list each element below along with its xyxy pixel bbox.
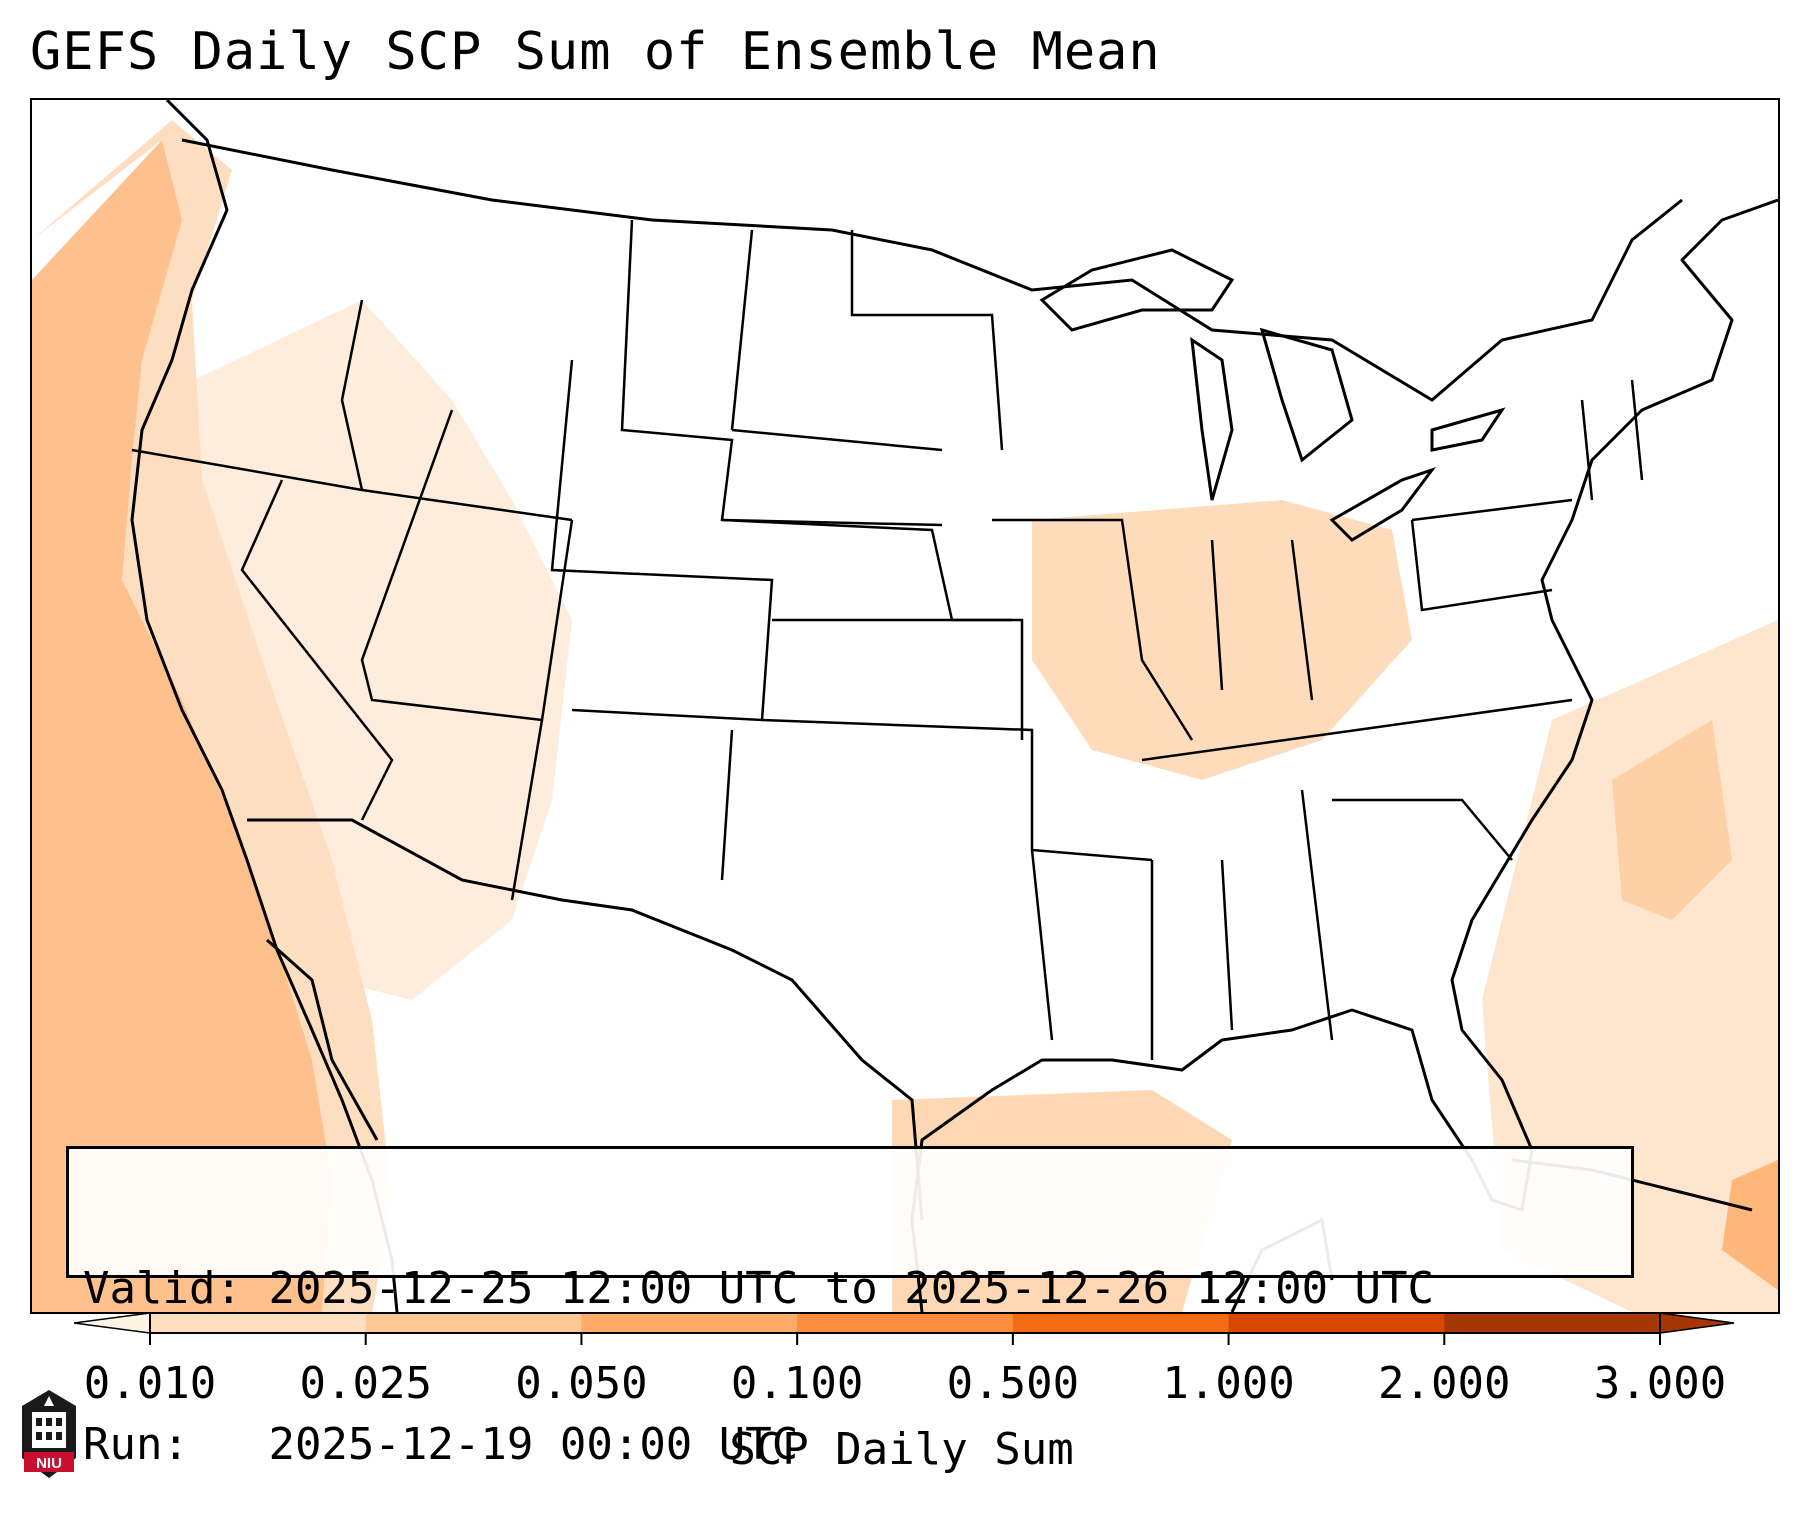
colorbar-outline: [149, 1312, 1661, 1334]
us-canada-border: [181, 138, 1683, 402]
colorbar-label: SCP Daily Sum: [729, 1424, 1074, 1475]
state-line-15: [1030, 849, 1054, 1041]
run-label: Run:: [83, 1419, 189, 1470]
colorbar-segment: [150, 1313, 367, 1333]
lake-erie: [1329, 467, 1437, 542]
state-line-26: [1580, 399, 1594, 501]
colorbar-segment: [581, 1313, 798, 1333]
colorbar-tick-label: 0.500: [946, 1358, 1080, 1409]
state-line-20: [1300, 789, 1334, 1041]
state-borders: [131, 219, 1644, 1060]
state-line-8: [730, 229, 754, 431]
state-line-14: [720, 729, 734, 881]
lake-superior: [1039, 248, 1235, 332]
colorbar-tick-label: 2.000: [1378, 1358, 1511, 1409]
colorbar-segment: [1228, 1313, 1445, 1333]
west-coast: [130, 100, 399, 1312]
map-canvas: [32, 100, 1778, 1312]
scp-field-midwest: [1032, 500, 1412, 780]
valid-label: Valid:: [83, 1263, 242, 1314]
colorbar-tick-label: 1.000: [1162, 1358, 1295, 1409]
state-line-2: [340, 299, 364, 491]
state-line-11: [721, 518, 943, 527]
state-line-5: [550, 359, 774, 722]
country-borders: [181, 138, 1683, 1221]
colorbar-segment: [797, 1313, 1014, 1333]
state-line-3: [240, 479, 394, 821]
lake-michigan: [1190, 336, 1234, 501]
colorbar: [74, 1312, 1735, 1345]
map-panel: [30, 98, 1780, 1314]
colorbar-high-extend: [1659, 1312, 1735, 1334]
state-line-10: [731, 428, 943, 452]
great-lakes: [1039, 248, 1506, 542]
colorbar-tick-label: 0.100: [730, 1358, 864, 1409]
scp-field-pacific: [32, 140, 332, 1312]
state-line-17: [1141, 698, 1573, 762]
colorbar-low-extend: [74, 1312, 151, 1334]
colorbar-tick-label: 3.000: [1593, 1358, 1727, 1409]
state-line-27: [1630, 379, 1644, 481]
state-line-4: [360, 409, 574, 722]
state-line-7: [620, 219, 1024, 740]
gulf-coast: [910, 198, 1778, 1312]
state-line-24: [1411, 498, 1573, 522]
state-line-9: [850, 230, 1004, 451]
state-line-13: [761, 718, 1153, 862]
scp-field-caribbean: [1722, 1160, 1778, 1290]
map-title: GEFS Daily SCP Sum of Ensemble Mean: [30, 22, 1161, 82]
run-value: 2025-12-19 00:00 UTC: [268, 1419, 799, 1470]
colorbar-tick-label: 0.050: [515, 1358, 648, 1409]
colorbar-tick-label: 0.010: [83, 1358, 217, 1409]
lake-huron: [1259, 327, 1354, 463]
state-line-25: [1332, 798, 1513, 861]
niu-logo: NIU: [22, 1390, 76, 1478]
scp-field-west: [152, 300, 572, 1000]
logo-text: NIU: [36, 1455, 62, 1472]
valid-value: 2025-12-25 12:00 UTC to 2025-12-26 12:00…: [268, 1263, 1435, 1314]
us-mexico-border: [247, 818, 924, 1221]
state-line-21: [1210, 539, 1224, 691]
state-line-22: [1290, 539, 1314, 701]
state-line-6: [510, 719, 544, 901]
valid-run-info-box: Valid: 2025-12-25 12:00 UTC to 2025-12-2…: [66, 1146, 1634, 1470]
state-line-19: [1220, 859, 1234, 1031]
colorbar-tick-label: 0.025: [299, 1358, 432, 1409]
scp-field-pacific-outer: [32, 120, 392, 1312]
lake-ontario: [1430, 407, 1506, 452]
run-row: Run: 2025-12-19 00:00 UTC: [83, 1419, 1617, 1471]
colorbar-segment: [1444, 1313, 1661, 1333]
colorbar-segment: [1012, 1313, 1230, 1333]
state-line-23: [1410, 519, 1553, 612]
colorbar-segment: [365, 1313, 582, 1333]
valid-row: Valid: 2025-12-25 12:00 UTC to 2025-12-2…: [83, 1263, 1617, 1315]
scp-field-atlantic-core: [1612, 720, 1732, 920]
state-line-16: [992, 518, 1194, 741]
baja-peninsula: [266, 938, 379, 1141]
